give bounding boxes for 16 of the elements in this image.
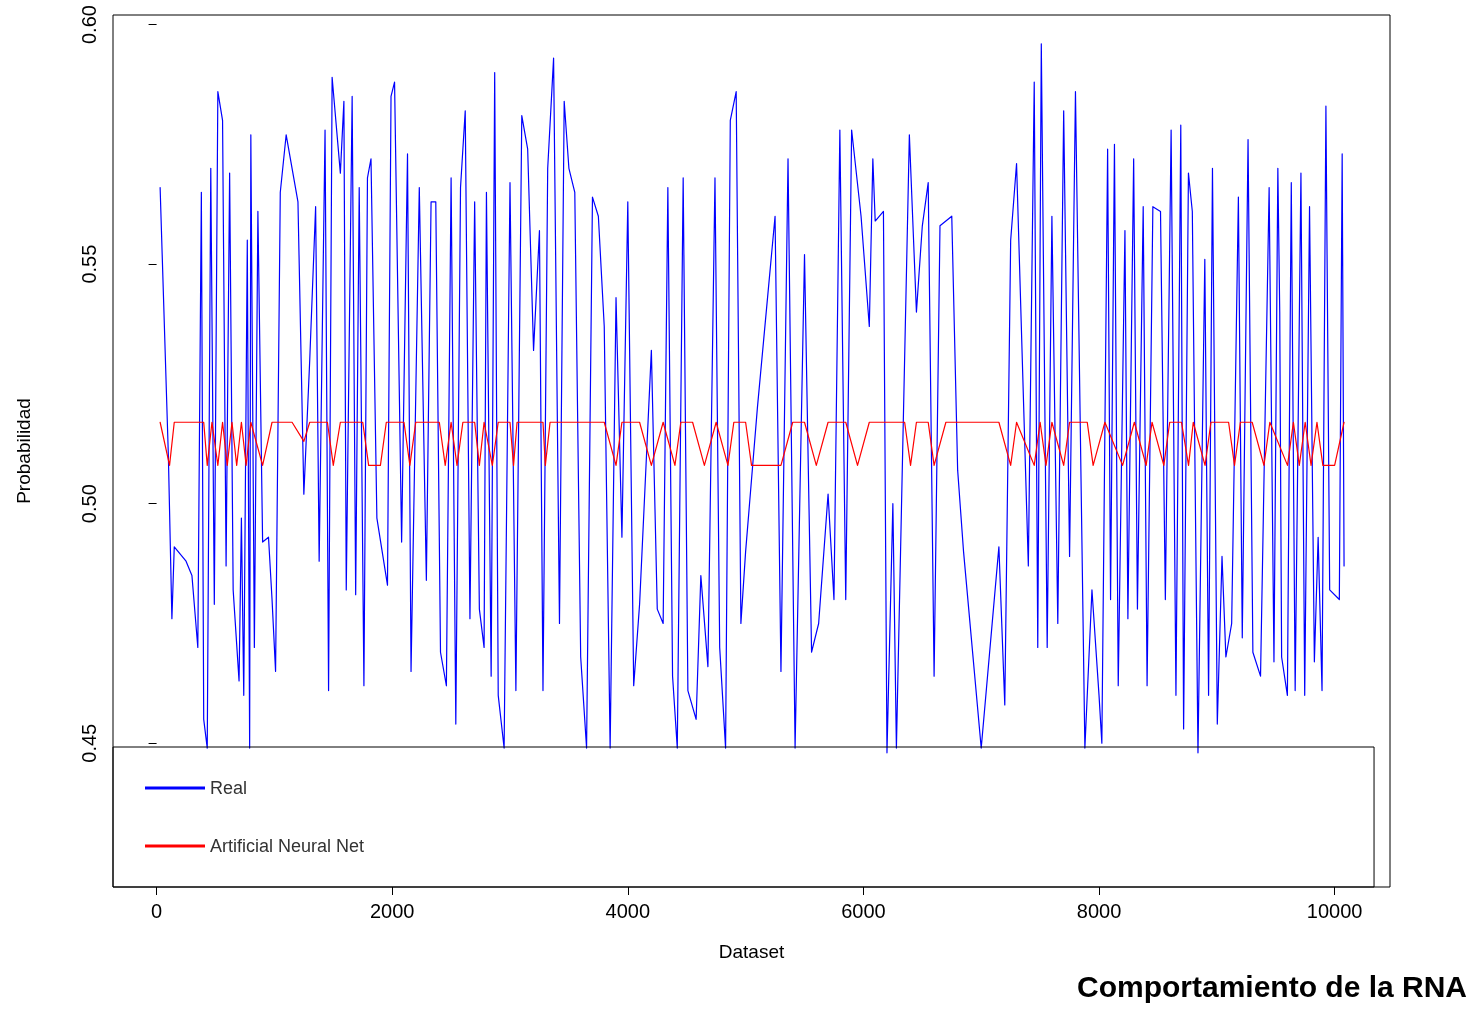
legend-label: Artificial Neural Net: [210, 836, 365, 856]
x-tick-label: 4000: [605, 900, 651, 922]
y-tick-label: 0.50: [78, 484, 100, 524]
x-axis-title: Dataset: [718, 941, 785, 962]
y-tick-label: 0.60: [78, 5, 100, 45]
x-tick-label: 6000: [841, 900, 886, 922]
x-tick-label: 8000: [1076, 900, 1122, 922]
y-axis-title: Probabilidad: [13, 398, 34, 504]
line-series: [159, 43, 1345, 754]
x-tick-label: 0: [151, 900, 163, 922]
x-tick-label: 2000: [369, 900, 415, 922]
legend-label: Real: [210, 778, 248, 798]
y-tick-label: 0.45: [78, 723, 100, 763]
text: Comportamiento de la RNA: [1076, 969, 1467, 1003]
y-tick-label: 0.55: [78, 244, 100, 284]
x-tick-label: 10000: [1306, 900, 1363, 922]
